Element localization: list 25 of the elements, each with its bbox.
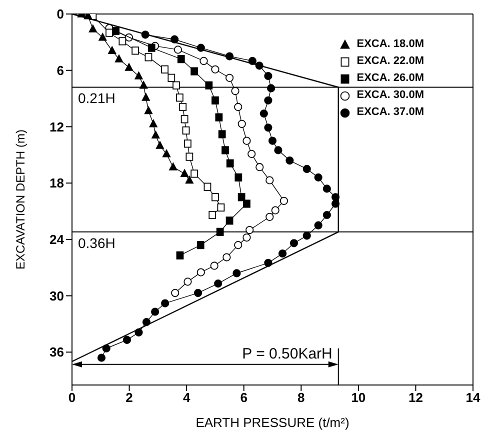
x-tick-label: 14 <box>466 390 481 406</box>
x-tick-label: 4 <box>182 390 191 406</box>
legend-label: EXCA. 30.0M <box>356 88 424 103</box>
y-tick-label: 12 <box>50 119 64 134</box>
legend-label: EXCA. 18.0M <box>356 37 424 52</box>
y-tick-label: 36 <box>50 344 64 360</box>
x-tick-label: 2 <box>126 390 133 406</box>
y-tick-label: 24 <box>50 232 65 248</box>
y-axis-title: EXCAVATION DEPTH (m) <box>13 129 28 270</box>
y-tick-label: 30 <box>50 288 64 304</box>
annotation: P = 0.50KarH <box>242 345 332 362</box>
x-tick-label: 12 <box>408 390 423 406</box>
x-tick-label: 0 <box>68 390 76 406</box>
y-tick-label: 18 <box>50 176 64 191</box>
ref-line-label: 0.21H <box>78 90 116 106</box>
legend-label: EXCA. 37.0M <box>356 105 424 120</box>
y-tick-label: 0 <box>56 6 64 22</box>
legend-label: EXCA. 22.0M <box>356 54 424 69</box>
x-tick-label: 8 <box>298 390 305 406</box>
x-tick-label: 10 <box>351 390 366 406</box>
legend-label: EXCA. 26.0M <box>356 71 424 86</box>
ref-line-label: 0.36H <box>78 234 116 251</box>
x-tick-label: 6 <box>240 390 248 406</box>
y-tick-label: 6 <box>56 62 64 78</box>
x-axis-title: EARTH PRESSURE (t/m²) <box>196 415 350 430</box>
